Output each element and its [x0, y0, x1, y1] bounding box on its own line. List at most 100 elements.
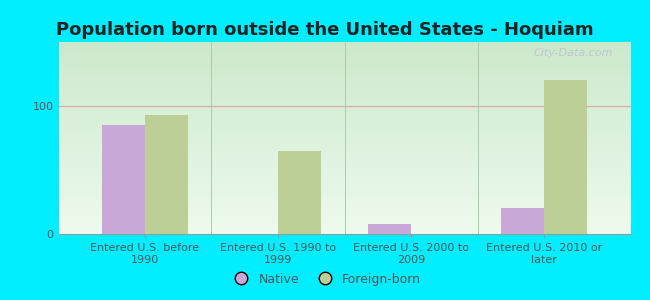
Bar [58, 106, 630, 107]
Bar [58, 215, 630, 216]
Bar [58, 183, 630, 184]
Bar [58, 93, 630, 94]
Bar [58, 125, 630, 127]
Bar [58, 138, 630, 139]
Bar [58, 104, 630, 105]
Bar [58, 226, 630, 227]
Bar [58, 121, 630, 122]
Bar [58, 91, 630, 92]
Bar [58, 87, 630, 88]
Bar [58, 52, 630, 53]
Bar [58, 58, 630, 59]
Bar [58, 63, 630, 64]
Bar [58, 84, 630, 85]
Bar [58, 172, 630, 173]
Bar [58, 44, 630, 45]
Bar [58, 71, 630, 72]
Bar [58, 191, 630, 192]
Bar [58, 67, 630, 68]
Bar [58, 230, 630, 231]
Text: City-Data.com: City-Data.com [534, 48, 614, 58]
Bar [58, 188, 630, 189]
Bar [58, 165, 630, 166]
Bar [58, 86, 630, 87]
Bar [58, 164, 630, 165]
Bar [58, 107, 630, 108]
Bar [58, 48, 630, 49]
Bar [58, 163, 630, 164]
Bar [58, 114, 630, 115]
Bar [58, 136, 630, 137]
Bar [58, 74, 630, 75]
Bar [58, 122, 630, 123]
Bar [58, 109, 630, 110]
Bar [58, 203, 630, 204]
Bar [58, 97, 630, 98]
Bar [58, 200, 630, 201]
Bar [58, 116, 630, 117]
Bar [58, 184, 630, 185]
Bar [58, 50, 630, 51]
Bar [58, 168, 630, 169]
Bar [58, 60, 630, 61]
Bar [544, 80, 586, 234]
Bar [58, 128, 630, 129]
Bar [501, 208, 544, 234]
Bar [58, 180, 630, 181]
Bar [58, 110, 630, 111]
Bar [58, 192, 630, 193]
Bar [58, 117, 630, 118]
Bar [58, 130, 630, 131]
Bar [58, 219, 630, 220]
Bar [58, 221, 630, 223]
Bar [58, 185, 630, 186]
Bar [58, 161, 630, 162]
Bar [58, 152, 630, 153]
Bar [58, 157, 630, 158]
Bar [58, 47, 630, 48]
Bar [58, 99, 630, 100]
Legend: Native, Foreign-born: Native, Foreign-born [224, 268, 426, 291]
Bar [58, 158, 630, 159]
Bar [58, 55, 630, 56]
Bar [58, 92, 630, 93]
Bar [58, 205, 630, 206]
Bar [58, 111, 630, 112]
Bar [103, 125, 145, 234]
Bar [369, 224, 411, 234]
Bar [58, 108, 630, 109]
Bar [58, 162, 630, 163]
Bar [58, 190, 630, 191]
Bar [58, 196, 630, 197]
Bar [58, 68, 630, 69]
Bar [58, 144, 630, 145]
Bar [58, 175, 630, 176]
Bar [58, 194, 630, 195]
Bar [58, 216, 630, 217]
Bar [58, 79, 630, 80]
Bar [58, 186, 630, 187]
Bar [58, 211, 630, 212]
Bar [58, 65, 630, 66]
Bar [58, 124, 630, 125]
Bar [58, 131, 630, 132]
Bar [58, 220, 630, 221]
Bar [58, 189, 630, 190]
Bar [58, 66, 630, 67]
Bar [58, 123, 630, 124]
Bar [58, 59, 630, 60]
Bar [58, 73, 630, 74]
Bar [58, 166, 630, 167]
Bar [58, 171, 630, 172]
Bar [58, 201, 630, 202]
Bar [58, 89, 630, 90]
Bar [58, 64, 630, 65]
Bar [58, 160, 630, 161]
Bar [58, 178, 630, 179]
Bar [58, 228, 630, 229]
Bar [58, 137, 630, 138]
Bar [58, 155, 630, 156]
Bar [58, 142, 630, 143]
Bar [58, 149, 630, 151]
Bar [58, 70, 630, 71]
